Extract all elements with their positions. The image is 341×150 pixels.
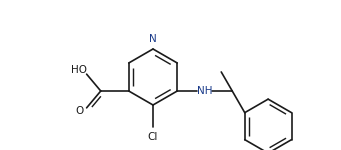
Text: Cl: Cl (148, 132, 158, 142)
Text: HO: HO (71, 65, 87, 75)
Text: N: N (149, 34, 157, 44)
Text: NH: NH (197, 86, 213, 96)
Text: O: O (75, 106, 84, 116)
